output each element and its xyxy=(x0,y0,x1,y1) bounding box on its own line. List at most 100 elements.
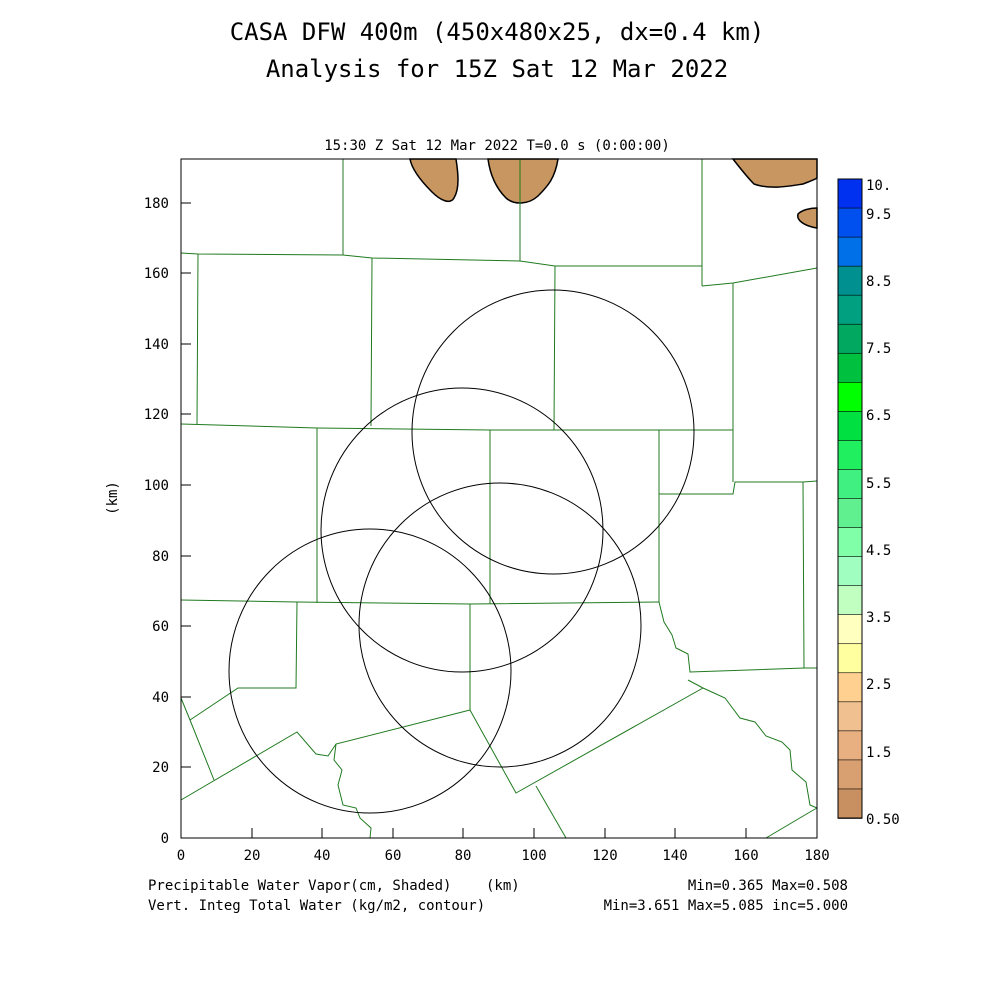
radar-circle-1 xyxy=(320,387,604,673)
county-line xyxy=(659,480,818,495)
county-line xyxy=(802,481,805,669)
county-line xyxy=(687,679,818,809)
x-tick-labels: 0 20 40 60 80 100 120 140 160 180 xyxy=(177,848,830,864)
county-line xyxy=(469,604,704,794)
colorbar-cell xyxy=(837,294,863,326)
y-tick-label: 80 xyxy=(152,549,169,565)
county-line xyxy=(180,709,471,801)
plot-frame xyxy=(180,158,818,839)
colorbar-cell xyxy=(837,469,863,500)
colorbar-label: 3.5 xyxy=(866,610,891,626)
shaded-region-2 xyxy=(487,158,559,204)
y-tick-label: 180 xyxy=(144,196,169,212)
colorbar-labels: 10. 9.5 8.5 7.5 6.5 5.5 4.5 3.5 2.5 1.5 … xyxy=(866,178,900,828)
y-tick-label: 20 xyxy=(152,760,169,776)
colorbar-cell xyxy=(837,759,863,790)
colorbar-cell xyxy=(837,440,863,471)
y-tick-label: 0 xyxy=(161,831,169,847)
county-line xyxy=(180,697,215,781)
shaded-region-1 xyxy=(409,158,459,203)
colorbar-frame xyxy=(837,178,863,819)
footer: Precipitable Water Vapor(cm, Shaded) (km… xyxy=(148,878,848,914)
radar-circle-4 xyxy=(228,528,512,814)
colorbar-label: 0.50 xyxy=(866,812,900,828)
county-line xyxy=(180,599,660,605)
radar-circle-2 xyxy=(411,289,695,575)
colorbar-label: 4.5 xyxy=(866,543,891,559)
colorbar-label: 9.5 xyxy=(866,207,891,223)
colorbar-cell xyxy=(837,498,863,529)
x-tick-label: 80 xyxy=(455,848,472,864)
y-tick-labels: 0 20 40 60 80 100 120 140 160 180 xyxy=(144,196,169,847)
y-tick-label: 100 xyxy=(144,478,169,494)
y-tick-label: 120 xyxy=(144,407,169,423)
title-line-2: Analysis for 15Z Sat 12 Mar 2022 xyxy=(266,55,728,83)
contour-field-label: Vert. Integ Total Water (kg/m2, contour) xyxy=(148,898,485,914)
colorbar-cell xyxy=(837,730,863,761)
colorbar-label: 5.5 xyxy=(866,476,891,492)
colorbar-cell xyxy=(837,265,863,296)
colorbar-label: 10. xyxy=(866,178,891,194)
colorbar-cell xyxy=(837,701,863,732)
radar-circle-3 xyxy=(358,482,642,768)
x-tick-label: 160 xyxy=(733,848,758,864)
x-tick-label: 20 xyxy=(244,848,261,864)
colorbar-cell xyxy=(837,352,863,384)
colorbar-cell xyxy=(837,178,863,209)
colorbar-cell xyxy=(837,323,863,355)
x-tick-label: 140 xyxy=(662,848,687,864)
shaded-region-3 xyxy=(731,158,818,188)
y-tick-label: 60 xyxy=(152,619,169,635)
county-line xyxy=(189,601,298,721)
shaded-regions xyxy=(409,158,818,229)
x-tick-label: 180 xyxy=(804,848,829,864)
colorbar-cell xyxy=(837,527,863,558)
x-axis-ticks xyxy=(180,828,818,838)
radar-circles xyxy=(228,289,695,814)
y-tick-label: 160 xyxy=(144,266,169,282)
shaded-field-label: Precipitable Water Vapor(cm, Shaded) xyxy=(148,878,451,894)
y-axis-unit: (km) xyxy=(105,481,121,515)
county-line xyxy=(370,257,373,427)
colorbar: 10. 9.5 8.5 7.5 6.5 5.5 4.5 3.5 2.5 1.5 … xyxy=(837,178,900,828)
colorbar-cell xyxy=(837,788,863,819)
plot-area xyxy=(180,158,818,839)
x-axis-unit: (km) xyxy=(486,878,520,894)
plot-frame-bg xyxy=(181,159,817,838)
colorbar-cell xyxy=(837,382,863,413)
colorbar-cells xyxy=(837,178,863,819)
county-line xyxy=(196,253,199,425)
x-tick-label: 100 xyxy=(521,848,546,864)
colorbar-label: 6.5 xyxy=(866,408,891,424)
colorbar-label: 7.5 xyxy=(866,341,891,357)
county-line xyxy=(535,785,567,839)
colorbar-cell xyxy=(837,411,863,442)
colorbar-cell xyxy=(837,643,863,674)
county-boundaries xyxy=(180,159,818,839)
colorbar-cell xyxy=(837,672,863,703)
shaded-stats: Min=0.365 Max=0.508 xyxy=(688,878,848,894)
county-line xyxy=(553,265,556,431)
y-tick-label: 140 xyxy=(144,337,169,353)
x-tick-label: 0 xyxy=(177,848,185,864)
county-line xyxy=(333,743,372,839)
contour-stats: Min=3.651 Max=5.085 inc=5.000 xyxy=(604,898,848,914)
county-line xyxy=(765,807,818,839)
y-axis-ticks xyxy=(181,202,191,839)
county-line xyxy=(658,601,817,673)
shaded-region-4 xyxy=(796,207,818,229)
colorbar-label: 1.5 xyxy=(866,745,891,761)
colorbar-cell xyxy=(837,556,863,587)
colorbar-cell xyxy=(837,236,863,267)
time-label: 15:30 Z Sat 12 Mar 2022 T=0.0 s (0:00:00… xyxy=(324,138,670,154)
x-tick-label: 40 xyxy=(314,848,331,864)
title-line-1: CASA DFW 400m (450x480x25, dx=0.4 km) xyxy=(230,18,765,46)
colorbar-cell xyxy=(837,585,863,616)
x-tick-label: 120 xyxy=(592,848,617,864)
colorbar-cell xyxy=(837,614,863,645)
colorbar-cell xyxy=(837,207,863,238)
y-tick-label: 40 xyxy=(152,690,169,706)
colorbar-label: 2.5 xyxy=(866,677,891,693)
x-tick-label: 60 xyxy=(385,848,402,864)
